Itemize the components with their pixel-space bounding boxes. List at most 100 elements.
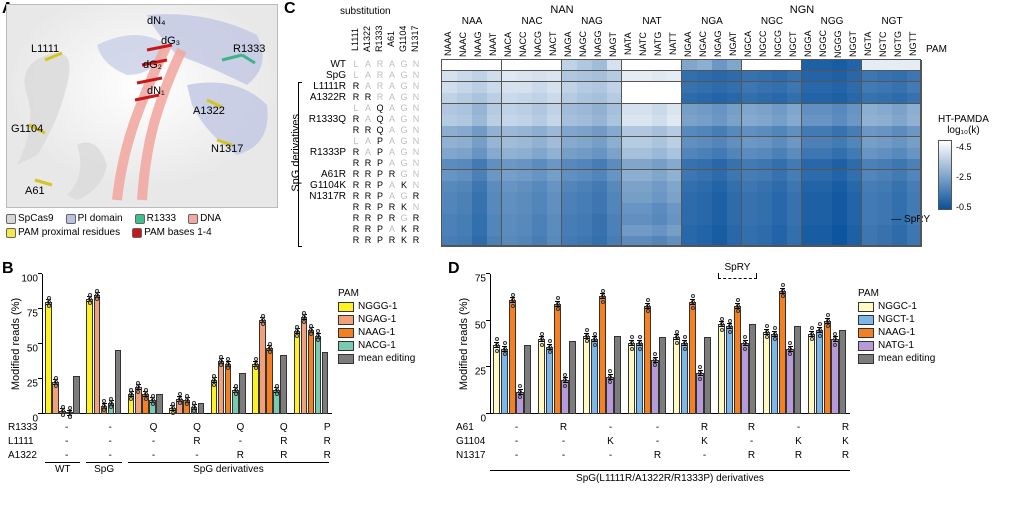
hm-cell bbox=[442, 104, 457, 115]
ytick: 25 bbox=[27, 379, 42, 390]
sub-row-label: R1333 bbox=[8, 422, 44, 434]
sub-letter: N bbox=[410, 92, 422, 102]
sub-letter: N bbox=[410, 59, 422, 69]
hm-cell bbox=[547, 148, 562, 159]
hm-cell bbox=[442, 148, 457, 159]
hm-cell bbox=[472, 148, 487, 159]
axis-y bbox=[42, 274, 43, 414]
hm-cell bbox=[877, 236, 892, 247]
hm-cell bbox=[757, 115, 772, 126]
hm-cell bbox=[772, 170, 787, 181]
group-label: SpG bbox=[86, 464, 121, 475]
hm-cell bbox=[877, 126, 892, 137]
hm-cell bbox=[502, 159, 517, 170]
hm-cell bbox=[802, 71, 817, 82]
sub-col-hdr: L1111 bbox=[350, 18, 360, 60]
hm-cell bbox=[757, 214, 772, 225]
hm-cell bbox=[907, 137, 922, 148]
hm-cell bbox=[862, 159, 877, 170]
hm-cell bbox=[802, 214, 817, 225]
hm-cell bbox=[772, 236, 787, 247]
hm-cell bbox=[847, 115, 862, 126]
hm-cell bbox=[637, 181, 652, 192]
sub-letter: N bbox=[410, 125, 422, 135]
bar bbox=[225, 364, 232, 414]
bar bbox=[493, 345, 500, 414]
hm-cell bbox=[772, 137, 787, 148]
hm-cell bbox=[772, 115, 787, 126]
hm-cell bbox=[487, 181, 502, 192]
hm-cell bbox=[892, 126, 907, 137]
pam-hdr: NAGT bbox=[608, 28, 618, 60]
hm-cell bbox=[907, 115, 922, 126]
hm-cell bbox=[487, 137, 502, 148]
hm-cell bbox=[817, 192, 832, 203]
hm-cell bbox=[442, 82, 457, 93]
hm-cell bbox=[622, 159, 637, 170]
cb-title: HT-PAMDA bbox=[938, 114, 989, 125]
sub-cell: - bbox=[682, 450, 727, 462]
hm-cell bbox=[907, 225, 922, 236]
hm-cell bbox=[907, 82, 922, 93]
hm-cell bbox=[907, 60, 922, 71]
row-label: WT bbox=[302, 59, 346, 70]
hm-cell bbox=[817, 236, 832, 247]
sub-letter: A bbox=[362, 70, 374, 80]
sub-letter: G bbox=[398, 92, 410, 102]
sub-letter: R bbox=[374, 81, 386, 91]
hm-cell bbox=[547, 82, 562, 93]
hm-cell bbox=[772, 93, 787, 104]
bar bbox=[301, 317, 308, 414]
sub-row-label: N1317 bbox=[456, 450, 492, 462]
hm-cell bbox=[517, 82, 532, 93]
sub-cell: R bbox=[176, 436, 217, 448]
hm-cell bbox=[727, 236, 742, 247]
hm-cell bbox=[907, 93, 922, 104]
sub-letter: A bbox=[386, 125, 398, 135]
hm-cell bbox=[757, 60, 772, 71]
bar bbox=[794, 326, 801, 414]
hm-cell bbox=[847, 60, 862, 71]
hm-cell bbox=[457, 192, 472, 203]
hm-cell bbox=[697, 214, 712, 225]
hm-cell bbox=[652, 126, 667, 137]
pam-hdr: NGTT bbox=[908, 28, 918, 60]
res-dn1: dN₁ bbox=[147, 85, 165, 97]
bar bbox=[831, 339, 838, 414]
hm-cell bbox=[577, 192, 592, 203]
hm-cell bbox=[667, 225, 682, 236]
colorbar: HT-PAMDA log₁₀(k) -4.5-2.5-0.5 bbox=[938, 114, 989, 210]
sub-col-hdr: R1333 bbox=[374, 18, 384, 60]
legend-item: NGAG-1 bbox=[338, 314, 415, 325]
hm-cell bbox=[907, 170, 922, 181]
hm-cell bbox=[667, 82, 682, 93]
hm-cell bbox=[637, 225, 652, 236]
bar bbox=[294, 331, 301, 414]
sub-col-hdr: A61 bbox=[386, 18, 396, 60]
hm-cell bbox=[667, 214, 682, 225]
sub-letter: N bbox=[410, 147, 422, 157]
hm-cell bbox=[652, 82, 667, 93]
hm-cell bbox=[772, 225, 787, 236]
hm-cell bbox=[502, 170, 517, 181]
cb-gradient bbox=[938, 140, 952, 210]
hm-cell bbox=[517, 236, 532, 247]
hm-cell bbox=[532, 115, 547, 126]
hm-cell bbox=[847, 236, 862, 247]
hm-cell bbox=[757, 225, 772, 236]
bar bbox=[718, 324, 725, 414]
hm-cell bbox=[877, 214, 892, 225]
hm-cell bbox=[607, 203, 622, 214]
hm-cell bbox=[577, 137, 592, 148]
hm-cell bbox=[787, 82, 802, 93]
pam-mid-hdr: NAT bbox=[622, 16, 682, 27]
sub-letter: R bbox=[374, 70, 386, 80]
hm-cell bbox=[832, 214, 847, 225]
sub-letter: R bbox=[350, 169, 362, 179]
hm-cell bbox=[817, 60, 832, 71]
hm-cell bbox=[517, 225, 532, 236]
hm-cell bbox=[727, 137, 742, 148]
sub-letter: R bbox=[386, 213, 398, 223]
bar bbox=[94, 295, 101, 414]
hm-cell bbox=[877, 181, 892, 192]
